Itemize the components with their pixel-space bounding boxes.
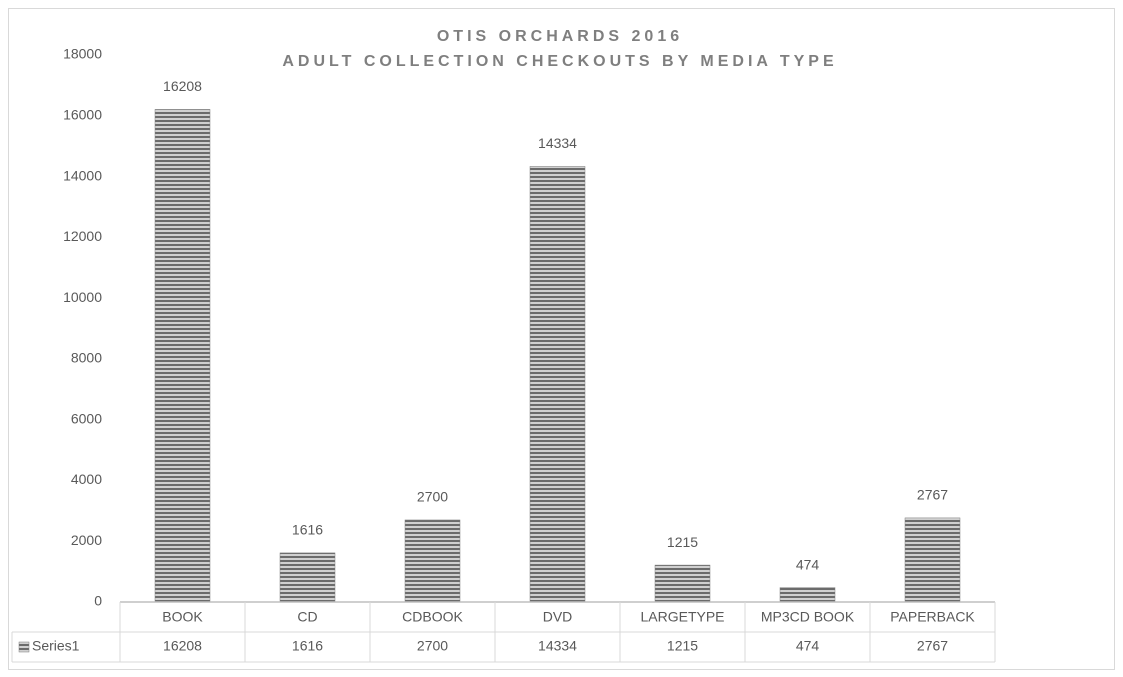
y-tick-label: 2000 (71, 532, 102, 548)
data-label: 1215 (667, 534, 698, 550)
bar (779, 587, 836, 603)
y-tick-label: 12000 (63, 228, 102, 244)
data-label: 2700 (417, 489, 448, 505)
bar (654, 564, 711, 603)
data-label: 474 (796, 556, 820, 572)
table-value: 1616 (292, 638, 323, 654)
bar (404, 519, 461, 603)
x-tick-label: CDBOOK (402, 609, 463, 625)
x-tick-label: MP3CD BOOK (761, 609, 855, 625)
chart-subtitle: ADULT COLLECTION CHECKOUTS BY MEDIA TYPE (282, 53, 837, 70)
y-tick-label: 10000 (63, 289, 102, 305)
data-label: 2767 (917, 487, 948, 503)
table-value: 16208 (163, 638, 202, 654)
y-tick-label: 8000 (71, 350, 102, 366)
legend-label: Series1 (32, 638, 80, 654)
table-value: 2700 (417, 638, 448, 654)
x-tick-label: LARGETYPE (640, 609, 724, 625)
table-value: 474 (796, 638, 820, 654)
x-tick-label: CD (297, 609, 317, 625)
chart-title: OTIS ORCHARDS 2016 (437, 28, 683, 45)
y-tick-label: 4000 (71, 471, 102, 487)
legend-key (18, 641, 30, 653)
table-value: 14334 (538, 638, 577, 654)
data-label: 14334 (538, 135, 577, 151)
x-tick-label: DVD (543, 609, 573, 625)
bar (154, 109, 211, 603)
data-label: 1616 (292, 522, 323, 538)
bar (904, 517, 961, 603)
bar (279, 552, 336, 603)
data-label: 16208 (163, 78, 202, 94)
x-tick-label: BOOK (162, 609, 203, 625)
y-tick-label: 18000 (63, 46, 102, 62)
y-tick-label: 16000 (63, 106, 102, 122)
y-tick-label: 0 (94, 593, 102, 609)
bar (529, 166, 586, 603)
y-tick-label: 6000 (71, 410, 102, 426)
table-value: 1215 (667, 638, 698, 654)
table-value: 2767 (917, 638, 948, 654)
x-tick-label: PAPERBACK (890, 609, 975, 625)
y-tick-label: 14000 (63, 167, 102, 183)
